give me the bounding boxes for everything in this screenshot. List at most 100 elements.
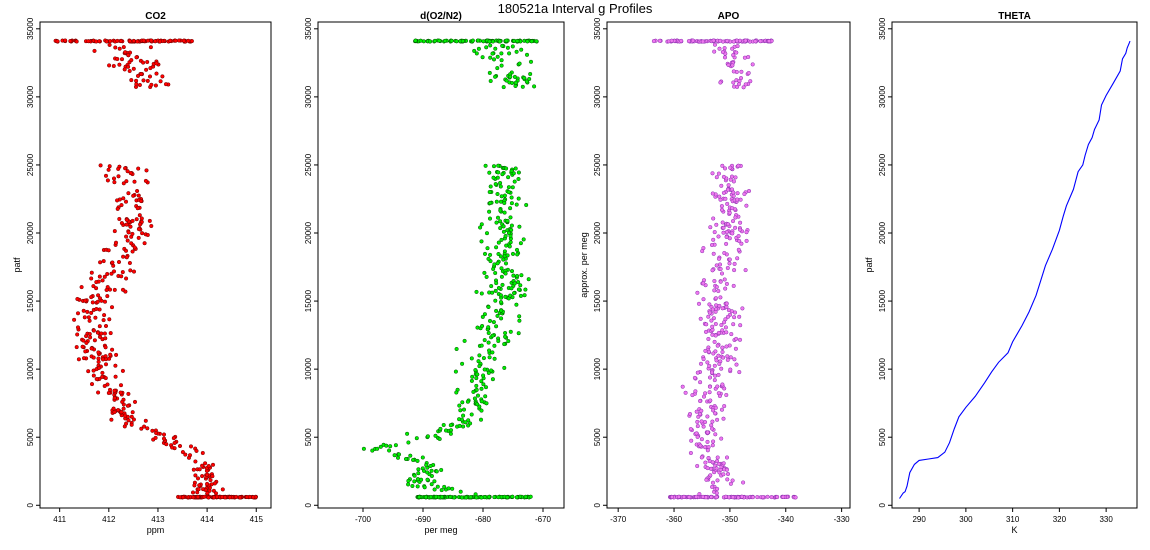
data-point [130,218,135,223]
data-point [118,390,123,395]
data-point [737,337,743,342]
data-point [486,340,491,345]
data-point [721,461,726,466]
data-point [154,430,159,436]
data-point [724,467,729,472]
data-point [720,163,725,168]
data-point [109,305,115,310]
data-point [519,47,524,52]
data-point [717,393,722,399]
data-point [460,400,465,405]
data-point [116,259,122,265]
data-point [721,416,726,421]
data-point [415,458,420,463]
data-point [94,306,99,312]
data-point [729,332,734,337]
data-point [723,196,728,201]
data-point [487,39,492,44]
data-point [492,356,497,361]
y-tick-label: 5000 [26,428,35,446]
y-tick-label: 25000 [878,153,887,176]
y-tick-label: 10000 [26,357,35,380]
data-point [417,494,422,500]
data-point [490,350,495,355]
data-point [428,463,433,469]
data-point [94,376,99,382]
data-point [518,283,523,288]
data-point [220,487,225,492]
data-point [495,215,501,220]
y-tick-label: 15000 [878,289,887,312]
data-point [145,232,150,238]
data-point [490,333,495,338]
data-point [103,345,108,350]
data-point [158,79,163,84]
data-point [488,184,493,189]
data-point [126,53,131,58]
data-point [739,241,744,246]
data-point [93,315,98,320]
data-point [83,349,88,354]
data-point [483,163,488,168]
data-point [736,234,741,239]
data-point [738,227,743,232]
y-tick-label: 35000 [26,17,35,40]
data-point [710,484,715,489]
data-point [105,271,110,277]
y-tick-label: 0 [593,503,602,508]
data-point [769,495,774,500]
data-point [493,182,498,187]
data-point [727,261,732,266]
data-point [153,83,158,88]
data-point [113,363,118,368]
data-point [448,431,453,436]
data-point [120,270,125,275]
data-point [744,203,749,208]
panel-theta: THETA 290 300 310 320 330 0 5000 10000 15000 20000… [864,11,1138,535]
data-point [474,387,479,392]
data-point [475,372,480,377]
data-point [403,456,409,462]
data-point [370,448,375,453]
data-point [392,453,397,458]
data-point [361,446,366,451]
data-point [695,424,700,429]
data-point [486,330,491,336]
data-point [129,422,134,427]
data-point [435,484,440,489]
data-point [488,43,493,48]
data-point [731,179,736,184]
data-point [732,261,737,266]
data-point [721,190,726,195]
data-point [439,488,444,493]
data-point [191,495,196,500]
data-point [181,38,186,43]
data-point [479,495,484,500]
data-point [145,78,150,83]
data-point [726,62,731,68]
data-point [134,217,139,222]
data-point [116,408,121,413]
data-point [496,495,501,500]
x-tick-label: -690 [415,515,432,524]
data-point [139,72,144,77]
data-point [516,287,521,292]
data-point [472,48,477,53]
data-point [84,334,89,339]
data-point [518,241,523,246]
data-point [496,251,501,257]
data-point [135,39,140,44]
data-point [126,64,131,69]
data-point [480,55,485,60]
y-tick-label: 5000 [878,428,887,446]
data-point [136,235,141,240]
data-point [180,450,185,455]
data-point [528,59,534,64]
data-point [200,450,205,456]
data-point [82,315,87,320]
data-point [755,495,760,500]
data-point [480,323,485,329]
data-point [111,63,116,69]
data-point [698,398,703,404]
